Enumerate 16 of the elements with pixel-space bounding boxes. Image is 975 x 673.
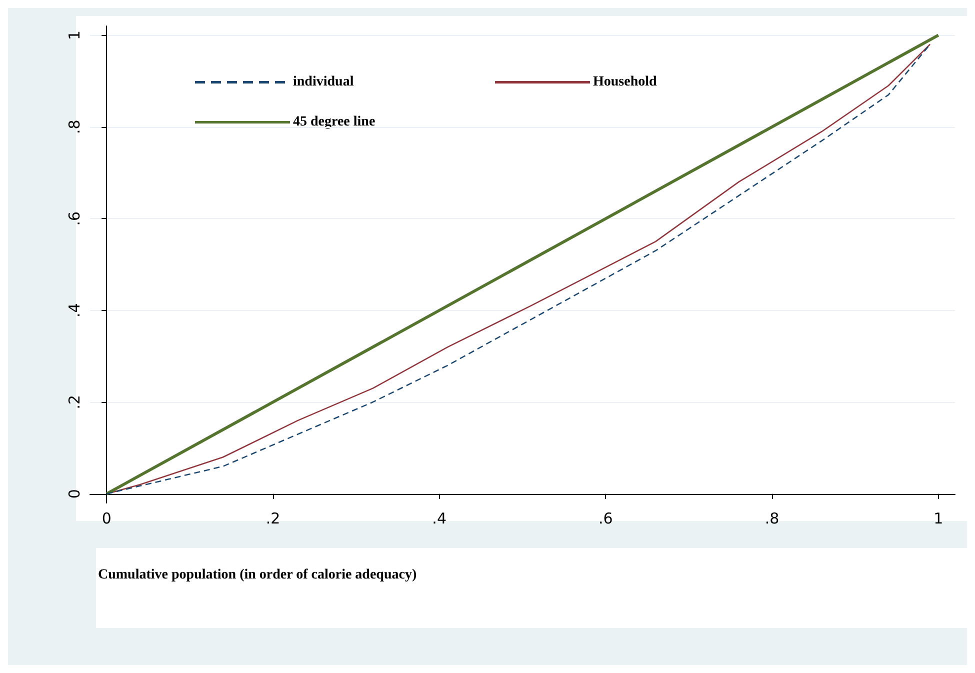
legend-label: individual	[293, 74, 354, 90]
legend-label: Household	[593, 74, 658, 90]
x-tick-label: .4	[432, 510, 446, 528]
x-tick-label: 0	[102, 510, 112, 528]
legend-label: 45 degree line	[293, 114, 376, 130]
y-tick-label: .6	[66, 211, 84, 226]
x-axis-title: Cumulative population (in order of calorie adequacy)	[98, 568, 417, 582]
x-tick-label: .8	[764, 510, 780, 528]
y-tick-label: .4	[66, 303, 84, 318]
x-tick-label: .2	[266, 510, 280, 528]
y-tick-label: .8	[66, 120, 84, 134]
y-tick-label: 0	[66, 489, 84, 499]
y-tick-label: .2	[66, 394, 84, 410]
x-tick-label: 1	[934, 510, 944, 528]
x-tick-label: .6	[598, 510, 613, 528]
y-tick-label: 1	[66, 30, 84, 40]
